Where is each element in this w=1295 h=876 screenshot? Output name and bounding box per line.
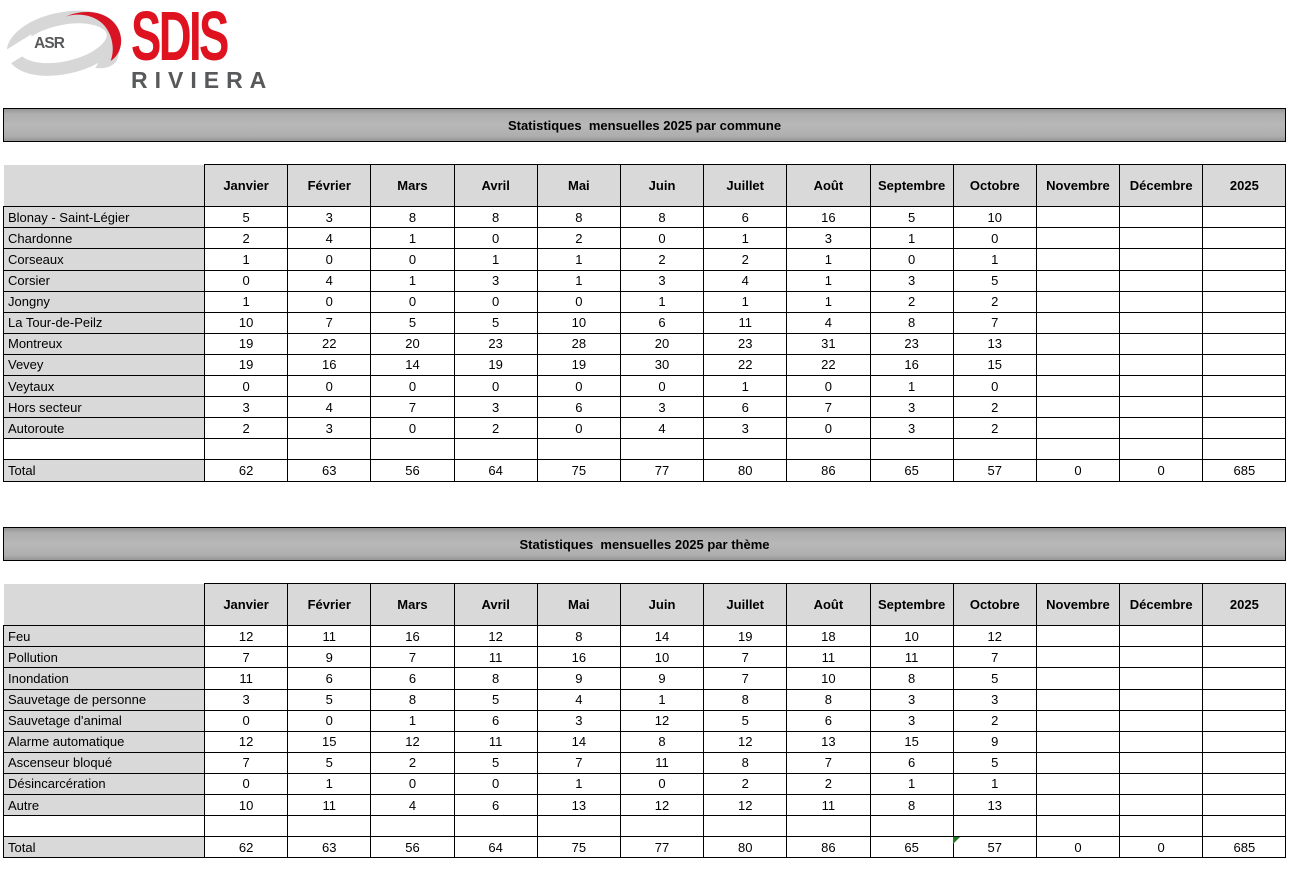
svg-text:ASR: ASR [34, 35, 65, 52]
